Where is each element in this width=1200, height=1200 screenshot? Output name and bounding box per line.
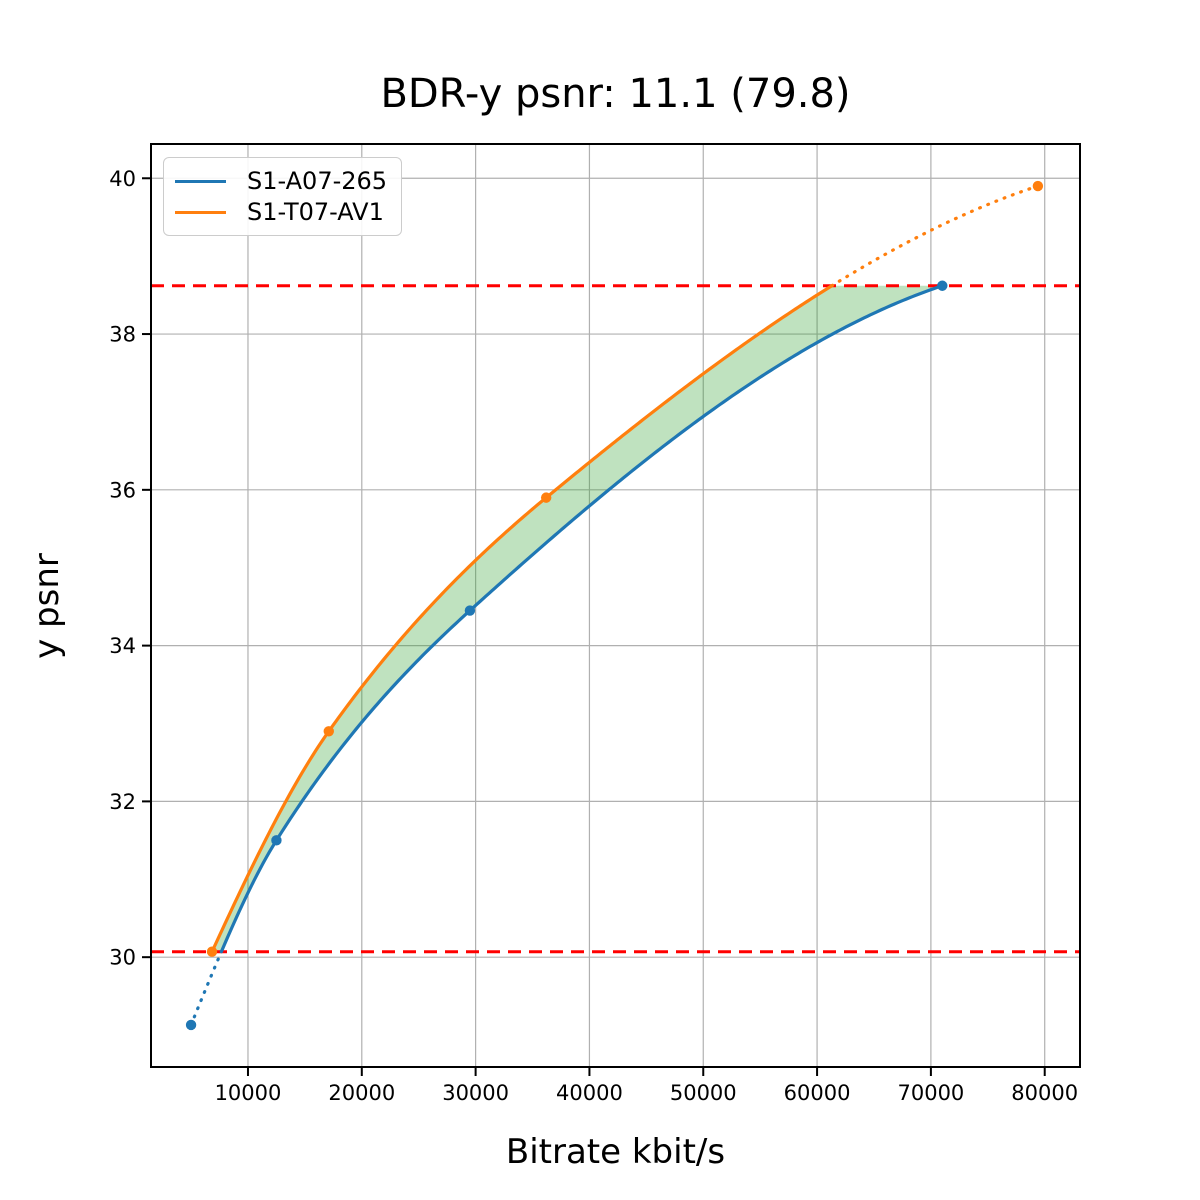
data-point-marker xyxy=(206,946,218,957)
data-point-marker xyxy=(540,492,552,503)
x-axis-label: Bitrate kbit/s xyxy=(505,1132,726,1172)
curve-s1-a07-265 xyxy=(219,284,943,953)
y-tick-label: 30 xyxy=(109,946,136,970)
legend-line-swatch-orange xyxy=(175,210,226,214)
x-tick-label: 40000 xyxy=(556,1081,623,1105)
data-point-marker xyxy=(464,605,476,616)
data-point-marker xyxy=(271,835,282,846)
data-point-marker xyxy=(937,280,948,291)
chart-title: BDR-y psnr: 11.1 (79.8) xyxy=(380,71,851,117)
legend-label: S1-A07-265 xyxy=(247,167,388,195)
y-tick-label: 36 xyxy=(109,478,136,502)
x-tick-label: 20000 xyxy=(328,1081,395,1105)
y-tick-label: 32 xyxy=(109,790,136,814)
x-tick-label: 70000 xyxy=(897,1081,964,1105)
y-axis-label: y psnr xyxy=(27,553,67,659)
x-tick-label: 60000 xyxy=(784,1081,851,1105)
x-tick-label: 80000 xyxy=(1011,1081,1078,1105)
legend-item: S1-T07-AV1 xyxy=(164,200,401,224)
legend-label: S1-T07-AV1 xyxy=(247,198,384,226)
curve-s1-t07-av1 xyxy=(210,284,833,953)
axes-spines xyxy=(150,143,1081,1068)
legend-item: S1-A07-265 xyxy=(164,169,401,193)
y-tick-label: 40 xyxy=(109,167,136,191)
x-tick-label: 50000 xyxy=(670,1081,737,1105)
legend-line-swatch-blue xyxy=(175,179,226,183)
x-tick-label: 10000 xyxy=(215,1081,282,1105)
y-tick-label: 34 xyxy=(109,634,136,658)
data-point-marker xyxy=(323,726,334,737)
y-tick-label: 38 xyxy=(109,323,136,347)
data-point-marker xyxy=(1032,180,1044,192)
curve-s1-t07-av1-dotted xyxy=(830,184,1040,288)
x-tick-label: 30000 xyxy=(442,1081,509,1105)
legend: S1-A07-265 S1-T07-AV1 xyxy=(163,157,402,236)
data-point-marker xyxy=(185,1019,197,1031)
